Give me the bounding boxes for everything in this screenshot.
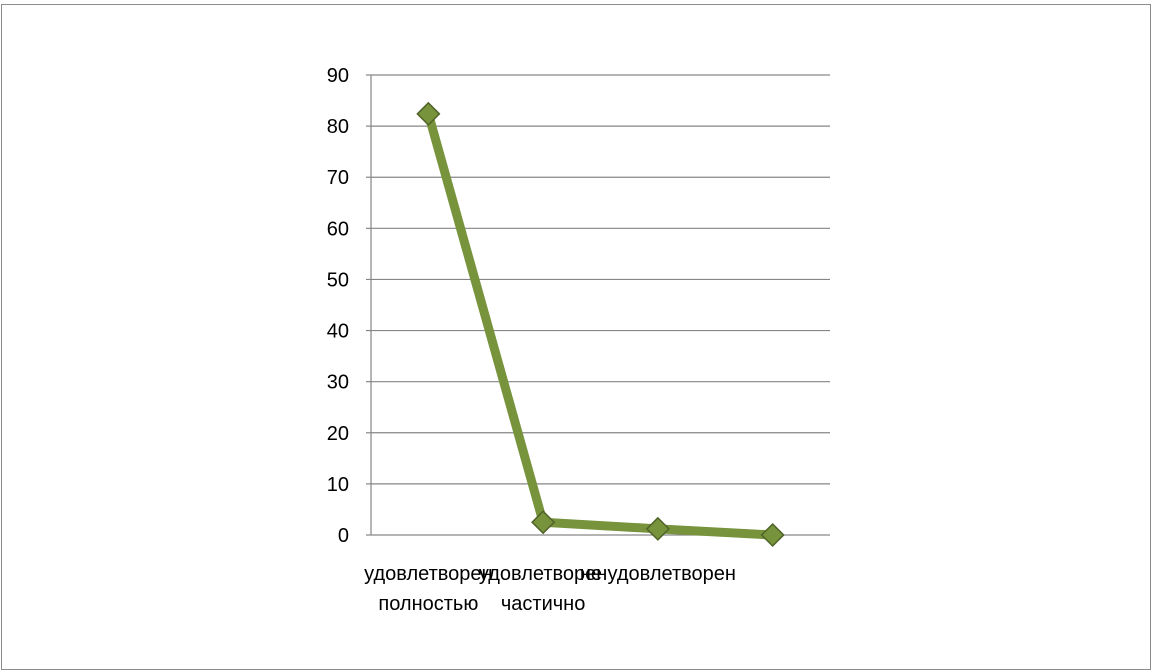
data-point-marker xyxy=(416,101,441,126)
x-tick-label-line: удовлетворен xyxy=(479,563,607,585)
x-tick-label-line: удовлетворен xyxy=(364,563,492,585)
y-tick-label: 70 xyxy=(327,167,349,189)
y-tick-label: 0 xyxy=(338,525,349,547)
data-point-marker xyxy=(760,522,785,548)
y-tick-label: 30 xyxy=(327,372,349,394)
x-tick-label: удовлетворен полностью xyxy=(364,563,492,615)
data-point-marker xyxy=(531,510,556,535)
x-tick-label-line: частично xyxy=(501,593,585,615)
x-tick-label: не удовлетворен xyxy=(580,563,736,585)
y-tick-label: 20 xyxy=(327,423,349,445)
data-point-marker xyxy=(645,516,670,541)
y-tick-label: 50 xyxy=(327,269,349,291)
gridlines xyxy=(371,74,830,485)
y-tick-label: 10 xyxy=(327,474,349,496)
x-tick-label-line: не удовлетворен xyxy=(580,563,736,585)
x-tick-label-line: полностью xyxy=(378,593,478,615)
x-tick-label: удовлетворен частично xyxy=(479,563,607,615)
y-tick-label: 40 xyxy=(327,321,349,343)
y-tick-label: 80 xyxy=(327,116,349,138)
y-axis xyxy=(366,74,372,536)
y-tick-labels: 0 10 20 30 40 50 60 70 80 90 xyxy=(327,65,349,547)
series xyxy=(416,101,785,548)
chart-frame xyxy=(1,4,1151,670)
y-tick-label: 60 xyxy=(327,218,349,240)
series-line xyxy=(423,109,778,540)
y-tick-label: 90 xyxy=(327,65,349,87)
